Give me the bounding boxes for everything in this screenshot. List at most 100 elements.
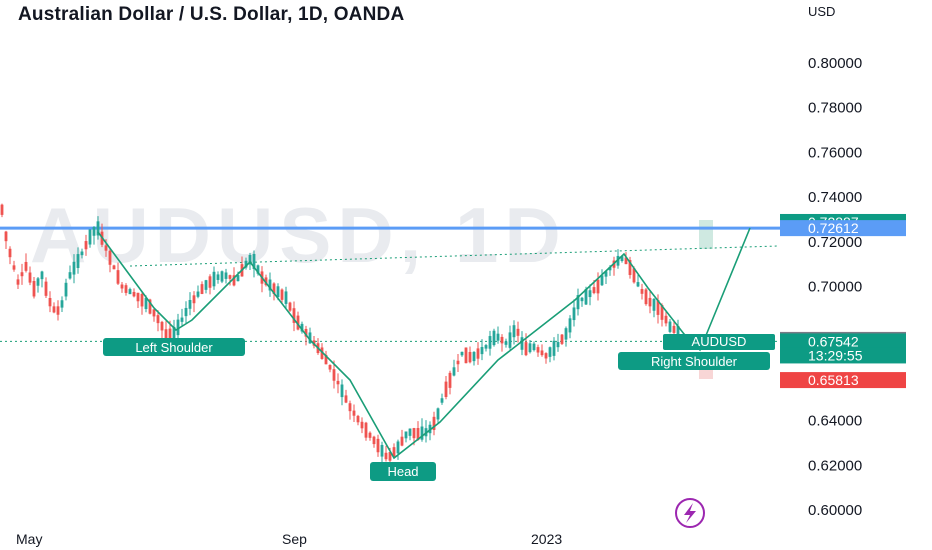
candle	[364, 421, 368, 441]
candle	[212, 266, 216, 290]
candle	[540, 344, 544, 357]
price-badge-countdown: 13:29:55	[780, 347, 906, 364]
y-tick-label: 0.80000	[808, 55, 862, 72]
candle	[196, 285, 200, 299]
candle	[228, 274, 232, 286]
candle	[108, 248, 112, 273]
candle	[216, 271, 220, 284]
candle	[268, 272, 272, 297]
candle	[120, 282, 124, 293]
candle	[128, 287, 132, 295]
candle	[400, 429, 404, 447]
candle	[628, 256, 632, 279]
candle	[572, 299, 576, 327]
y-tick-label: 0.74000	[808, 189, 862, 206]
candle	[52, 302, 56, 314]
label-head[interactable]: Head	[370, 462, 436, 481]
candle	[604, 270, 608, 284]
candle	[652, 298, 656, 318]
candle	[384, 445, 388, 462]
candle	[136, 292, 140, 309]
candle	[92, 226, 96, 245]
candle	[288, 301, 292, 312]
candle	[280, 288, 284, 304]
candle	[272, 282, 276, 301]
candle	[376, 434, 380, 457]
candle	[552, 337, 556, 361]
candle	[444, 376, 448, 400]
svg-text:Head: Head	[387, 464, 418, 479]
candle	[500, 334, 504, 352]
candle	[344, 389, 348, 404]
label-right-shoulder[interactable]: Right Shoulder	[618, 352, 770, 370]
price-badge-stop: 0.65813	[780, 372, 906, 389]
candle	[220, 270, 224, 284]
candle	[328, 364, 332, 373]
candle	[504, 338, 508, 348]
candle	[468, 346, 472, 364]
candle	[660, 303, 664, 327]
candle	[24, 253, 28, 273]
x-tick-label: May	[16, 531, 42, 547]
candle	[544, 352, 548, 364]
label-left-shoulder[interactable]: Left Shoulder	[103, 338, 245, 356]
candle	[180, 308, 184, 327]
candle	[644, 287, 648, 306]
price-axis[interactable]: 0.80000 0.78000 0.76000 0.74000 0.72000 0.700…	[808, 55, 862, 519]
candle	[668, 318, 672, 334]
candle	[28, 266, 32, 286]
candle	[184, 301, 188, 324]
candle	[440, 393, 444, 405]
time-axis[interactable]: May Sep 2023	[16, 531, 562, 547]
svg-text:0.65813: 0.65813	[808, 372, 859, 388]
candle	[188, 292, 192, 316]
candle	[44, 277, 48, 298]
candle	[408, 428, 412, 441]
candle	[452, 359, 456, 377]
currency-label: USD	[808, 4, 836, 19]
candle	[40, 270, 44, 288]
candle	[88, 229, 92, 248]
candle	[580, 296, 584, 307]
candle	[520, 331, 524, 356]
candle	[208, 274, 212, 295]
candle	[292, 301, 296, 332]
candle	[564, 326, 568, 347]
candle	[528, 339, 532, 354]
candle	[256, 264, 260, 276]
candle	[372, 435, 376, 448]
candle	[360, 417, 364, 434]
y-tick-label: 0.64000	[808, 413, 862, 430]
candle	[352, 404, 356, 423]
candle	[116, 262, 120, 286]
price-badge-last: 0.67542	[780, 333, 906, 350]
candle	[324, 350, 328, 365]
candle	[576, 288, 580, 316]
price-badges: 0.728870.726120.676100.6754213:29:550.65…	[780, 213, 906, 389]
y-tick-label: 0.76000	[808, 144, 862, 161]
candle	[664, 310, 668, 327]
candle	[156, 310, 160, 332]
candle	[56, 300, 60, 321]
y-tick-label: 0.62000	[808, 457, 862, 474]
symbol-tag: AUDUSD	[663, 334, 775, 350]
candle	[392, 443, 396, 459]
candle	[556, 333, 560, 352]
candle	[284, 286, 288, 309]
x-tick-label: 2023	[531, 531, 562, 547]
tradingview-logo[interactable]	[675, 498, 705, 528]
candle	[420, 418, 424, 442]
candle	[472, 351, 476, 366]
candle	[492, 328, 496, 347]
pattern-polyline[interactable]	[97, 227, 751, 460]
svg-text:0.72612: 0.72612	[808, 220, 859, 236]
candle	[296, 311, 300, 331]
candle	[340, 379, 344, 406]
candle	[404, 431, 408, 443]
candle	[300, 321, 304, 334]
candle	[436, 407, 440, 424]
candle	[648, 290, 652, 314]
candle	[596, 272, 600, 301]
candle	[396, 439, 400, 460]
